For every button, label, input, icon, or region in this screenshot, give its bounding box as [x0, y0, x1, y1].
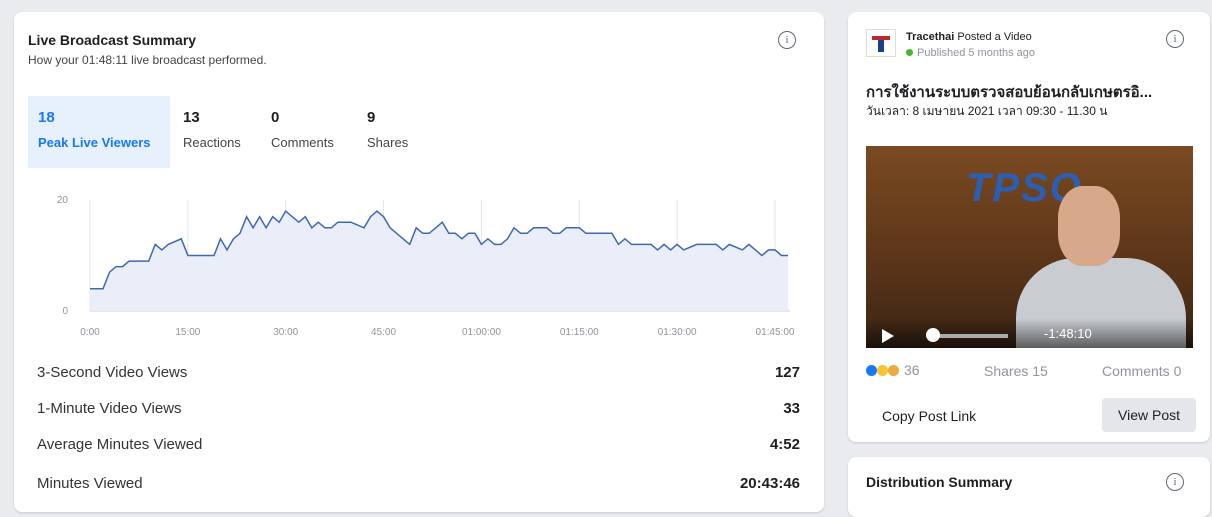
- published-text: Published 5 months ago: [917, 47, 1035, 59]
- action: Posted a Video: [957, 31, 1031, 43]
- tab-label[interactable]: Peak Live Viewers: [38, 135, 151, 150]
- tab-active[interactable]: [28, 96, 170, 168]
- tab-label[interactable]: Shares: [367, 135, 408, 150]
- shares: Shares 15: [984, 363, 1048, 379]
- post-date: วันเวลา: 8 เมษายน 2021 เวลา 09:30 - 11.3…: [866, 102, 1107, 121]
- distribution-title: Distribution Summary: [866, 474, 1012, 490]
- info-icon[interactable]: i: [778, 31, 796, 49]
- row-value: 33: [783, 400, 800, 417]
- video-time: -1:48:10: [1044, 326, 1092, 341]
- row-value: 20:43:46: [740, 475, 800, 492]
- view-post-button[interactable]: View Post: [1102, 398, 1196, 432]
- row-label: 3-Second Video Views: [37, 364, 187, 381]
- summary-title: Live Broadcast Summary: [28, 32, 196, 48]
- author[interactable]: Tracethai: [906, 31, 954, 43]
- row-label: 1-Minute Video Views: [37, 400, 182, 417]
- row-value: 4:52: [770, 436, 800, 453]
- info-icon[interactable]: i: [1166, 473, 1184, 491]
- row-value: 127: [775, 364, 800, 381]
- tab-value: 18: [38, 109, 55, 126]
- post-title: การใช้งานระบบตรวจสอบย้อนกลับเกษตรอิ...: [866, 80, 1152, 104]
- tab-label[interactable]: Comments: [271, 135, 334, 150]
- tab-value: 0: [271, 109, 279, 126]
- tab-value: 9: [367, 109, 375, 126]
- post-header: Tracethai Posted a Video: [906, 31, 1032, 43]
- row-label: Minutes Viewed: [37, 475, 143, 492]
- info-icon[interactable]: i: [1166, 30, 1184, 48]
- video[interactable]: TPSO -1:48:10: [866, 146, 1193, 348]
- reaction-count: 36: [904, 362, 920, 378]
- page: Live Broadcast Summary How your 01:48:11…: [0, 0, 1212, 499]
- summary-card: Live Broadcast Summary How your 01:48:11…: [14, 12, 824, 512]
- tab-label[interactable]: Reactions: [183, 135, 241, 150]
- tab-value: 13: [183, 109, 200, 126]
- row-label: Average Minutes Viewed: [37, 436, 202, 453]
- copy-link-button[interactable]: Copy Post Link: [882, 408, 976, 424]
- reactions[interactable]: 36: [866, 362, 920, 378]
- author-logo: [866, 29, 896, 57]
- comments: Comments 0: [1102, 363, 1181, 379]
- post-card: Tracethai Posted a Video Published 5 mon…: [848, 12, 1210, 442]
- summary-subtitle: How your 01:48:11 live broadcast perform…: [28, 53, 267, 67]
- published: Published 5 months ago: [906, 47, 1035, 59]
- distribution-card: Distribution Summary i: [848, 457, 1210, 517]
